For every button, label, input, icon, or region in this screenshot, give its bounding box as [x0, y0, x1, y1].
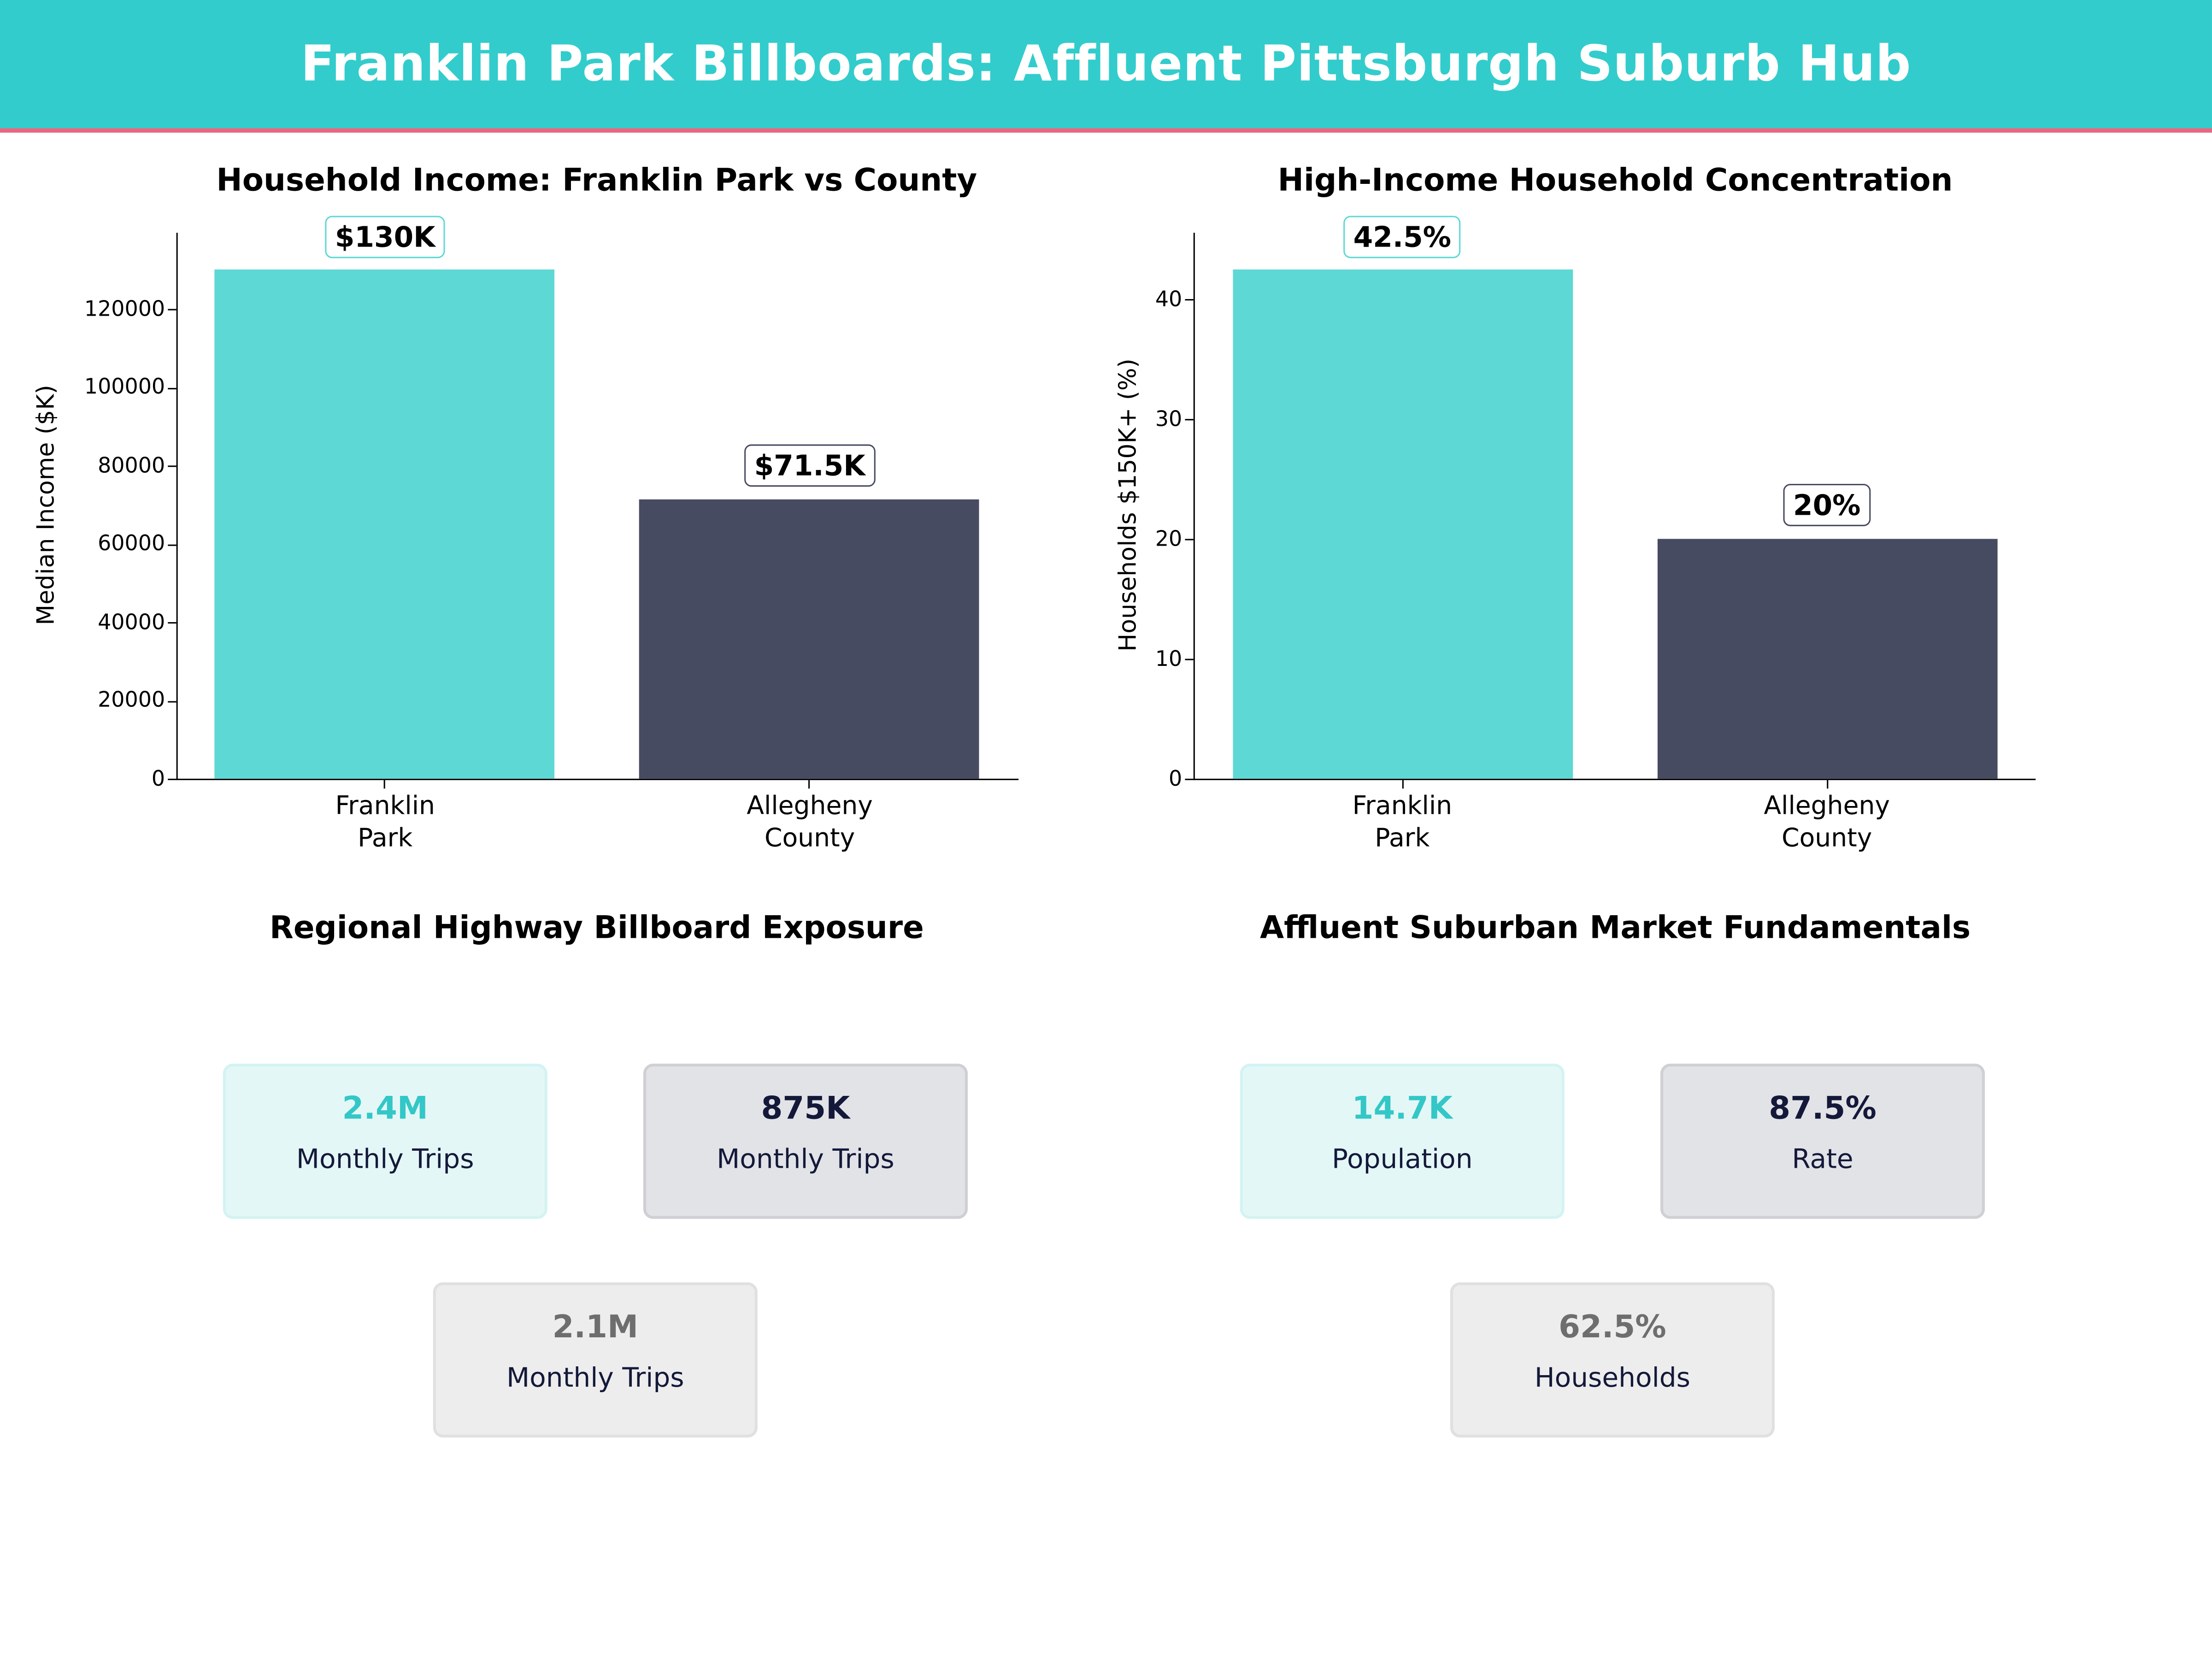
income-y-axis-label: Median Income ($K)	[32, 385, 61, 625]
income-chart-title: Household Income: Franklin Park vs Count…	[216, 164, 977, 199]
tick-mark	[168, 309, 176, 311]
category-line: Allegheny	[747, 791, 873, 821]
fundamentals-title: Affluent Suburban Market Fundamentals	[1259, 911, 1971, 947]
value-label: $71.5K	[744, 444, 876, 487]
tick-mark	[1185, 659, 1194, 660]
bar-franklin-park-income	[214, 269, 555, 779]
income-y-axis	[176, 233, 178, 780]
metric-label: Population	[1332, 1144, 1473, 1175]
high-income-xtick-label: Franklin Park	[1261, 790, 1543, 855]
income-ytick: 40000	[98, 609, 165, 635]
bar-allegheny-income	[639, 499, 979, 779]
high-income-y-axis	[1193, 233, 1195, 780]
tick-mark	[1185, 539, 1194, 541]
income-ytick: 100000	[84, 374, 165, 400]
income-ytick: 0	[151, 766, 165, 792]
category-line: County	[1782, 824, 1872, 854]
high-income-ytick: 40	[1155, 286, 1182, 312]
high-income-ytick: 10	[1155, 646, 1182, 672]
value-label: 42.5%	[1343, 216, 1461, 259]
tick-mark	[1402, 780, 1404, 789]
metric-label: Rate	[1792, 1144, 1853, 1175]
high-income-xtick-label: Allegheny County	[1686, 790, 1968, 855]
high-income-y-axis-label: Households $150K+ (%)	[1114, 359, 1143, 652]
bar-franklin-park-share	[1233, 269, 1573, 779]
metric-card: 62.5% Households	[1450, 1282, 1775, 1438]
tick-mark	[168, 778, 176, 780]
tick-mark	[168, 544, 176, 546]
metric-card: 14.7K Population	[1240, 1064, 1565, 1219]
metric-card: 2.1M Monthly Trips	[433, 1282, 758, 1438]
income-x-axis	[176, 778, 1019, 780]
tick-mark	[383, 780, 385, 789]
category-line: Park	[358, 824, 413, 854]
metric-card: 87.5% Rate	[1660, 1064, 1985, 1219]
tick-mark	[168, 465, 176, 467]
category-line: County	[764, 824, 855, 854]
value-label: 20%	[1783, 483, 1871, 526]
header-banner: Franklin Park Billboards: Affluent Pitts…	[0, 0, 2212, 133]
page-title: Franklin Park Billboards: Affluent Pitts…	[300, 36, 1912, 93]
metric-label: Monthly Trips	[506, 1363, 684, 1394]
metric-value: 2.1M	[552, 1310, 639, 1346]
metric-value: 87.5%	[1769, 1092, 1877, 1127]
tick-mark	[168, 388, 176, 389]
metric-value: 2.4M	[342, 1092, 428, 1127]
high-income-ytick: 30	[1155, 406, 1182, 432]
category-line: Allegheny	[1764, 791, 1890, 821]
income-xtick-label: Allegheny County	[669, 790, 951, 855]
exposure-title: Regional Highway Billboard Exposure	[269, 911, 924, 947]
value-label: $130K	[325, 216, 446, 259]
tick-mark	[1185, 419, 1194, 421]
category-line: Franklin	[1352, 791, 1453, 821]
high-income-x-axis	[1193, 778, 2036, 780]
high-income-ytick: 0	[1169, 766, 1182, 792]
tick-mark	[1827, 780, 1829, 789]
metric-label: Monthly Trips	[717, 1144, 894, 1175]
tick-mark	[168, 701, 176, 703]
bar-allegheny-share	[1657, 539, 1998, 779]
tick-mark	[168, 622, 176, 624]
metric-card: 2.4M Monthly Trips	[223, 1064, 547, 1219]
tick-mark	[1185, 778, 1194, 780]
income-ytick: 80000	[98, 453, 165, 478]
category-line: Park	[1375, 824, 1430, 854]
income-xtick-label: Franklin Park	[244, 790, 526, 855]
metric-card: 875K Monthly Trips	[643, 1064, 968, 1219]
income-ytick: 120000	[84, 296, 165, 322]
income-ytick: 20000	[98, 687, 165, 712]
tick-mark	[1185, 299, 1194, 301]
metric-value: 875K	[761, 1092, 850, 1127]
category-line: Franklin	[335, 791, 435, 821]
metric-value: 62.5%	[1559, 1310, 1666, 1346]
high-income-chart-title: High-Income Household Concentration	[1277, 164, 1953, 199]
tick-mark	[808, 780, 810, 789]
high-income-ytick: 20	[1155, 526, 1182, 552]
metric-label: Monthly Trips	[296, 1144, 474, 1175]
income-ytick: 60000	[98, 530, 165, 556]
metric-value: 14.7K	[1352, 1092, 1453, 1127]
metric-label: Households	[1534, 1363, 1690, 1394]
